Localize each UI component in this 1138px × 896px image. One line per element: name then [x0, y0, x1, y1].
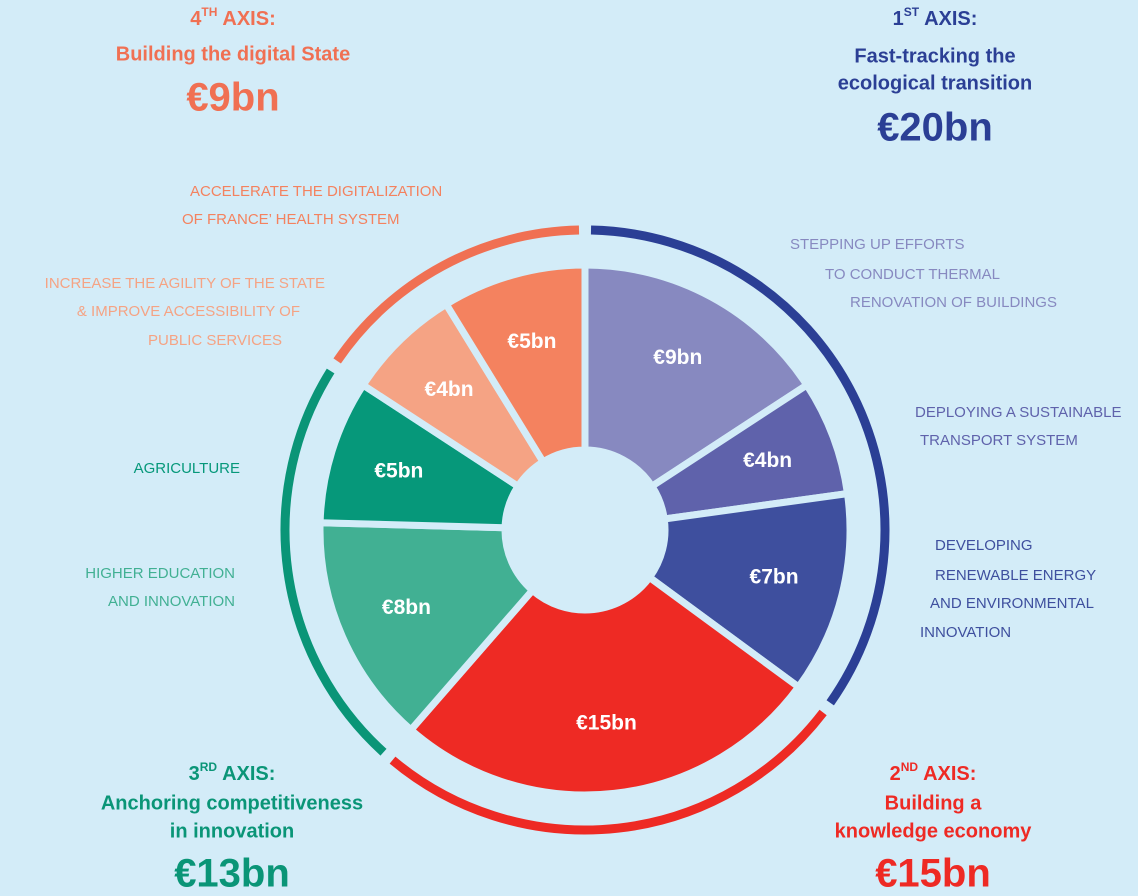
segment-label: TO CONDUCT THERMAL: [825, 266, 1000, 283]
donut-segment: [581, 261, 812, 492]
axis-total: €9bn: [186, 76, 279, 120]
segment-label: OF FRANCE’ HEALTH SYSTEM: [182, 211, 400, 228]
axis-ordinal-suffix: TH: [201, 5, 217, 19]
axis-ring: [280, 368, 387, 756]
axis-total: €13bn: [174, 852, 290, 896]
segment-label: INNOVATION: [920, 624, 1011, 641]
segment-label: AND INNOVATION: [108, 593, 235, 610]
donut-segment: [316, 519, 538, 735]
segment-label: PUBLIC SERVICES: [148, 332, 282, 349]
axis-ring: [590, 225, 890, 706]
axis-heading: 2ND AXIS:: [890, 760, 977, 785]
axis-ordinal: 3: [189, 763, 200, 785]
segment-label: ACCELERATE THE DIGITALIZATION: [190, 183, 442, 200]
axis-ordinal: 2: [890, 763, 901, 785]
axis-title: knowledge economy: [835, 820, 1033, 842]
axis-title: in innovation: [170, 820, 294, 842]
axis-total: €15bn: [875, 852, 991, 896]
axis-title: Fast-tracking the: [854, 45, 1015, 67]
axis-ordinal-suffix: ND: [901, 760, 919, 774]
axis-ring: [333, 225, 580, 364]
axis-title: Building the digital State: [116, 43, 350, 65]
axis-heading-label: AXIS:: [924, 8, 977, 30]
axis-total: €20bn: [877, 106, 993, 150]
axis-heading: 3RD AXIS:: [189, 760, 276, 785]
segment-label: TRANSPORT SYSTEM: [920, 432, 1078, 449]
value-label: €9bn: [653, 346, 702, 369]
axis-title: Building a: [885, 792, 983, 814]
value-label: €5bn: [507, 330, 556, 353]
axis-heading-label: AXIS:: [222, 763, 275, 785]
donut-segment: [316, 380, 523, 532]
axis-ordinal-suffix: ST: [904, 5, 920, 19]
segment-label: & IMPROVE ACCESSIBILITY OF: [77, 303, 300, 320]
axis-heading: 1ST AXIS:: [893, 5, 978, 30]
axis-title: ecological transition: [838, 72, 1032, 94]
segment-label: INCREASE THE AGILITY OF THE STATE: [45, 275, 325, 292]
segment-label: DEPLOYING A SUSTAINABLE: [915, 404, 1121, 421]
axis-heading-label: AXIS:: [222, 8, 275, 30]
segment-label: RENEWABLE ENERGY: [935, 567, 1096, 584]
value-label: €4bn: [743, 449, 792, 472]
donut-segment: [441, 261, 589, 467]
segment-label: RENOVATION OF BUILDINGS: [850, 294, 1057, 311]
value-label: €8bn: [382, 596, 431, 619]
axis-ordinal-suffix: RD: [200, 760, 218, 774]
axis-ordinal: 4: [190, 8, 202, 30]
value-label: €7bn: [750, 565, 799, 588]
segment-label: AND ENVIRONMENTAL: [930, 595, 1094, 612]
axis-ring: [389, 709, 827, 835]
value-label: €4bn: [425, 378, 474, 401]
value-label: €5bn: [374, 459, 423, 482]
donut-segment: [406, 572, 804, 799]
segment-label: STEPPING UP EFFORTS: [790, 236, 964, 253]
axis-heading-label: AXIS:: [923, 763, 976, 785]
axis-heading: 4TH AXIS:: [190, 5, 275, 30]
segment-label: HIGHER EDUCATION: [85, 565, 235, 582]
axis-title: Anchoring competitiveness: [101, 792, 363, 814]
value-label: €15bn: [576, 711, 637, 734]
axis-ordinal: 1: [893, 8, 904, 30]
donut-segment: [644, 489, 854, 692]
segment-label: AGRICULTURE: [134, 460, 240, 477]
segment-label: DEVELOPING: [935, 537, 1033, 554]
